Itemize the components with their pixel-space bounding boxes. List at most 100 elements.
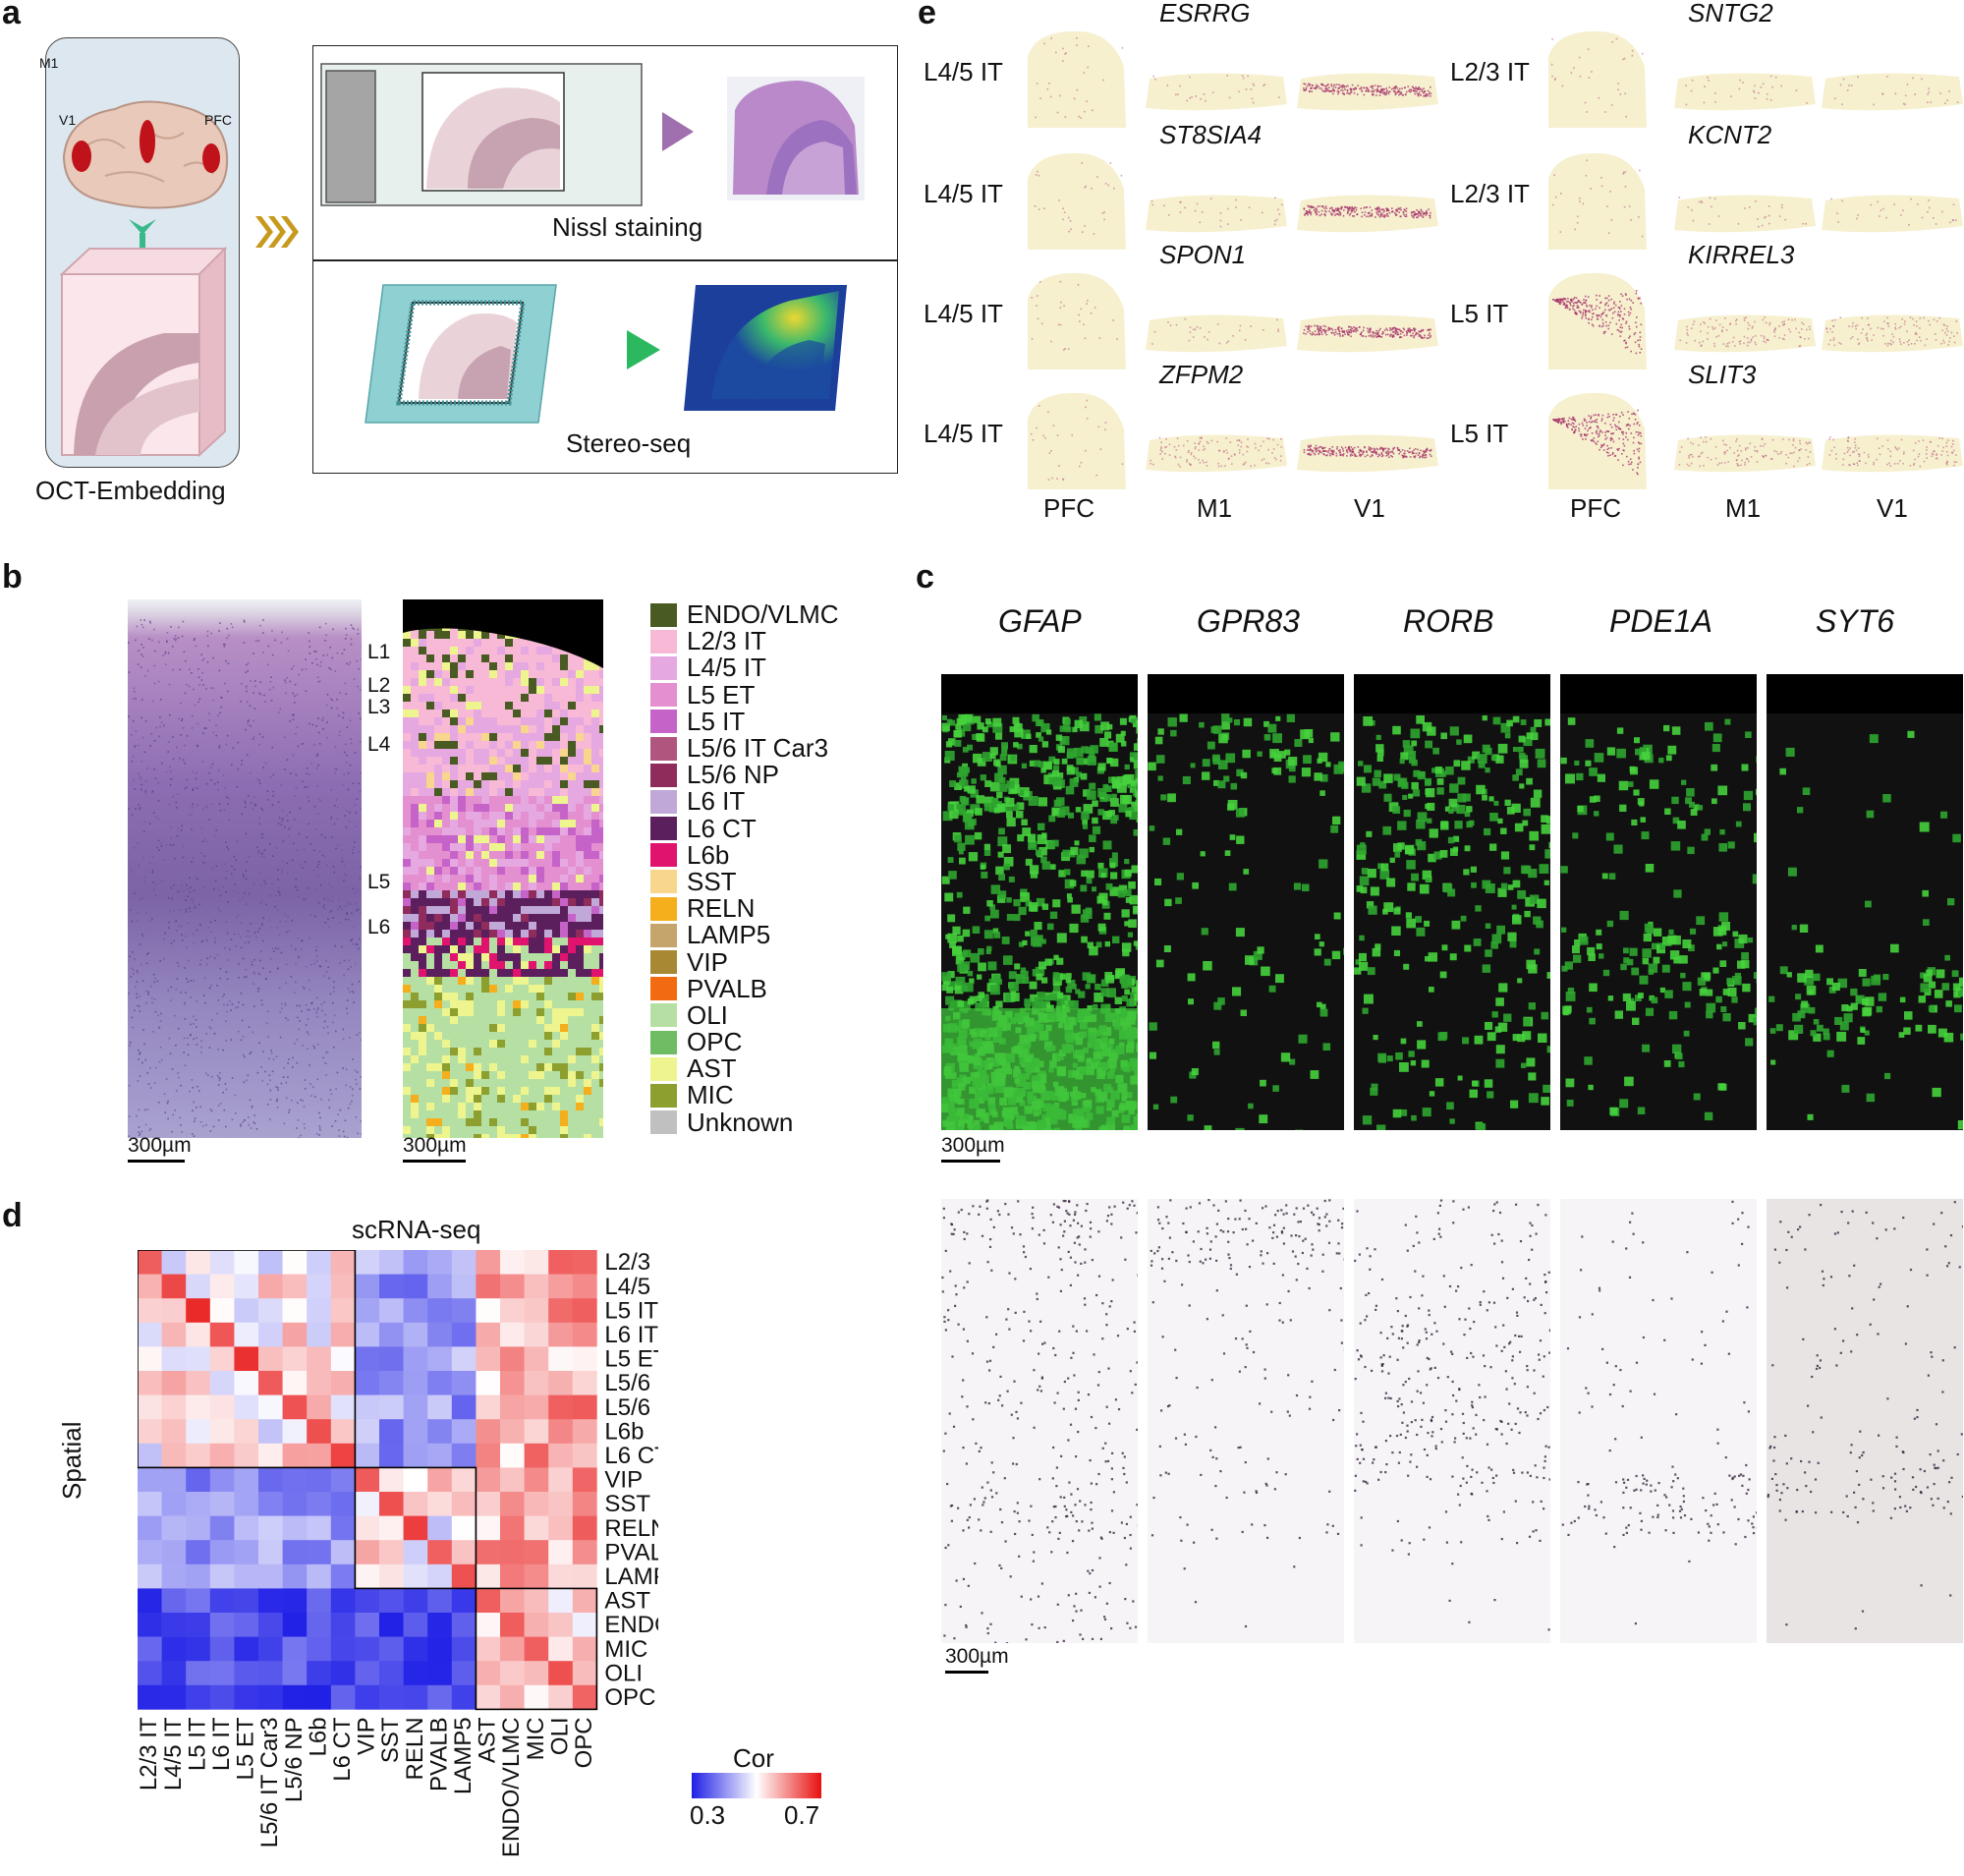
heatmap-cell <box>209 1661 235 1686</box>
heatmap-cell <box>186 1346 211 1372</box>
legend-item[interactable]: AST <box>650 1055 839 1082</box>
legend-label: L6 IT <box>687 786 746 817</box>
heatmap-cell <box>355 1515 380 1541</box>
legend-item[interactable]: L6 CT <box>650 815 839 842</box>
heatmap-col-label: VIP <box>354 1717 380 1755</box>
scale-label: 300µm <box>128 1134 192 1157</box>
legend-item[interactable]: LAMP5 <box>650 922 839 948</box>
heatmap-cell <box>500 1346 525 1372</box>
heatmap-cell <box>258 1563 283 1589</box>
section-thumbnail <box>1028 392 1126 489</box>
heatmap-cell <box>500 1613 525 1637</box>
legend-item[interactable]: L6 IT <box>650 788 839 815</box>
heatmap-cell <box>186 1515 211 1541</box>
heatmap-cell <box>500 1563 525 1589</box>
legend-swatch <box>650 789 677 814</box>
heatmap-cell <box>427 1492 453 1516</box>
play-arrow-icon <box>662 112 694 151</box>
heatmap-col-label: L5 IT <box>184 1717 210 1771</box>
heatmap-col-label: L5/6 IT Car3 <box>256 1717 283 1848</box>
legend-item[interactable]: L5 ET <box>650 681 839 709</box>
legend-swatch <box>650 977 677 1001</box>
heatmap-row-label: SST <box>604 1491 650 1517</box>
section-thumbnail <box>1028 30 1126 128</box>
heatmap-cell <box>355 1394 380 1420</box>
legend-item[interactable]: Unknown <box>650 1109 839 1136</box>
heatmap-col-label: RELN <box>402 1717 428 1780</box>
heatmap-row-label: L6 CT <box>604 1443 658 1469</box>
heatmap-row-label: L5 IT <box>604 1297 658 1324</box>
scale-bar <box>128 1160 185 1163</box>
heatmap-cell <box>282 1346 308 1372</box>
heatmap-cell <box>500 1322 525 1347</box>
heatmap-row-label: L6b <box>604 1418 644 1445</box>
heatmap-cell <box>234 1371 259 1395</box>
legend-item[interactable]: L4/5 IT <box>650 654 839 681</box>
legend-item[interactable]: OLI <box>650 1001 839 1029</box>
legend-item[interactable]: SST <box>650 868 839 895</box>
heatmap-cell <box>161 1515 187 1541</box>
legend-item[interactable]: L5 IT <box>650 708 839 735</box>
heatmap-cell <box>307 1636 332 1662</box>
legend-swatch <box>650 1110 677 1135</box>
heatmap-cell <box>138 1298 162 1324</box>
legend-item[interactable]: L5/6 IT Car3 <box>650 735 839 762</box>
heatmap-cell <box>427 1250 453 1275</box>
legend-item[interactable]: VIP <box>650 948 839 975</box>
heatmap-cell <box>138 1540 162 1565</box>
legend-item[interactable]: L5/6 NP <box>650 762 839 788</box>
colorbar-title: Cor <box>733 1743 774 1773</box>
heatmap-cell <box>330 1661 356 1686</box>
legend-item[interactable]: MIC <box>650 1082 839 1109</box>
heatmap-cell <box>355 1322 380 1347</box>
region-label-pfc: PFC <box>204 112 232 128</box>
legend-item[interactable]: L2/3 IT <box>650 628 839 654</box>
heatmap-cell <box>548 1443 574 1468</box>
heatmap-cell <box>258 1371 283 1395</box>
heatmap-cell <box>476 1613 501 1637</box>
heatmap-cell <box>379 1588 404 1614</box>
legend-item[interactable]: OPC <box>650 1029 839 1055</box>
legend-item[interactable]: L6b <box>650 841 839 869</box>
heatmap-cell <box>572 1346 597 1372</box>
nissl-cortex-image <box>128 599 362 1138</box>
heatmap-cell <box>258 1467 283 1493</box>
oct-embedding-schematic <box>45 37 240 468</box>
heatmap-cell <box>282 1684 308 1710</box>
heatmap-cell <box>451 1322 477 1347</box>
section-thumbnail <box>1822 314 1963 353</box>
heatmap-cell <box>161 1419 187 1445</box>
heatmap-cell <box>427 1613 453 1637</box>
heatmap-cell <box>476 1298 501 1324</box>
heatmap-cell <box>330 1394 356 1420</box>
heatmap-cell <box>330 1322 356 1347</box>
heatmap-cell <box>282 1322 308 1347</box>
section-thumbnail <box>1822 434 1963 473</box>
legend-swatch <box>650 1003 677 1028</box>
legend-item[interactable]: ENDO/VLMC <box>650 601 839 628</box>
legend-item[interactable]: PVALB <box>650 975 839 1002</box>
heatmap-cell <box>138 1467 162 1493</box>
heatmap-cell <box>161 1540 187 1565</box>
heatmap-cell <box>258 1613 283 1637</box>
heatmap-cell <box>451 1661 477 1686</box>
heatmap-cell <box>572 1540 597 1565</box>
heatmap-cell <box>186 1563 211 1589</box>
heatmap-cell <box>307 1274 332 1299</box>
legend-item[interactable]: RELN <box>650 895 839 922</box>
heatmap-cell <box>209 1346 235 1372</box>
heatmap-cell <box>427 1322 453 1347</box>
heatmap-cell <box>500 1274 525 1299</box>
heatmap-cell <box>500 1636 525 1662</box>
heatmap-col-label: SST <box>377 1717 404 1763</box>
heatmap-cell <box>138 1371 162 1395</box>
heatmap-cell <box>138 1636 162 1662</box>
legend-swatch <box>650 710 677 734</box>
heatmap-cell <box>138 1588 162 1614</box>
region-label-m1: M1 <box>1197 493 1233 523</box>
heatmap-cell <box>355 1588 380 1614</box>
heatmap-cell <box>258 1636 283 1662</box>
heatmap-cell <box>234 1492 259 1516</box>
heatmap-cell <box>548 1613 574 1637</box>
